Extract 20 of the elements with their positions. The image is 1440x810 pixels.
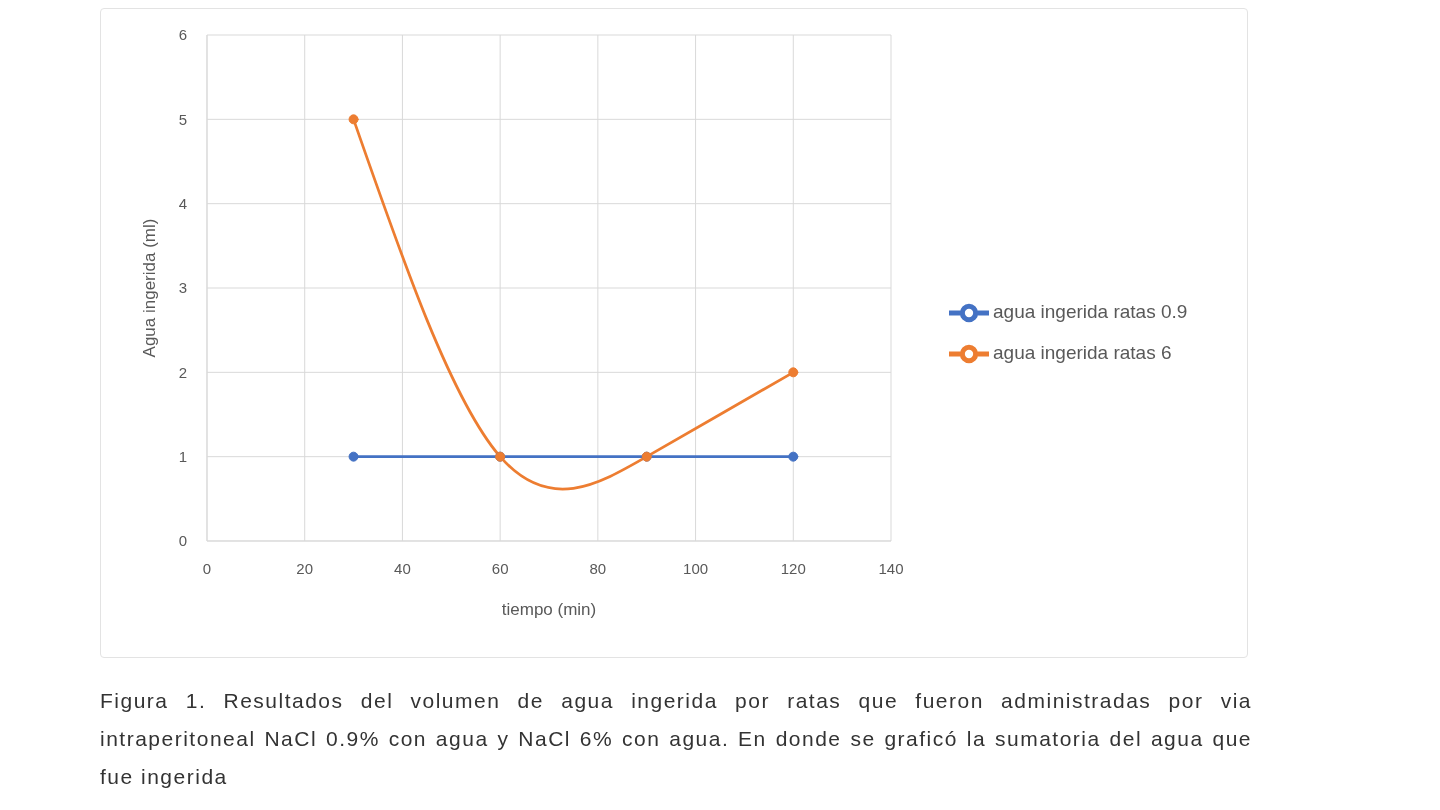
y-tick-label: 6 (178, 26, 187, 44)
y-tick-label: 0 (178, 532, 187, 550)
y-tick-label: 2 (178, 363, 187, 381)
y-tick-label: 1 (178, 447, 187, 465)
y-tick-label: 3 (178, 279, 187, 297)
y-tick-label: 5 (178, 110, 187, 128)
x-axis-title: tiempo (min) (501, 600, 597, 619)
y-tick-label: 4 (178, 194, 187, 212)
x-tick-label: 20 (296, 559, 314, 577)
x-tick-label: 120 (780, 559, 806, 577)
x-tick-label: 100 (683, 559, 709, 577)
x-tick-label: 60 (491, 559, 509, 577)
y-axis-title: Agua ingerida (ml) (140, 218, 160, 358)
x-tick-label: 40 (394, 559, 411, 577)
text: Figura 1. Resultados del volumen de agua ingerida por ratas que fueron administradas por via intraperitoneal NaCl 0.9% con agua y NaCl 6% con agua. En donde se graficó la sumatoria del agua que fue ingerida (100, 688, 1252, 790)
legend-label: agua ingerida ratas 6 (993, 342, 1172, 363)
x-tick-label: 80 (589, 559, 607, 577)
x-tick-label: 0 (202, 559, 212, 577)
legend-label: agua ingerida ratas 0.9 (993, 301, 1188, 323)
x-tick-label: 140 (878, 559, 904, 577)
